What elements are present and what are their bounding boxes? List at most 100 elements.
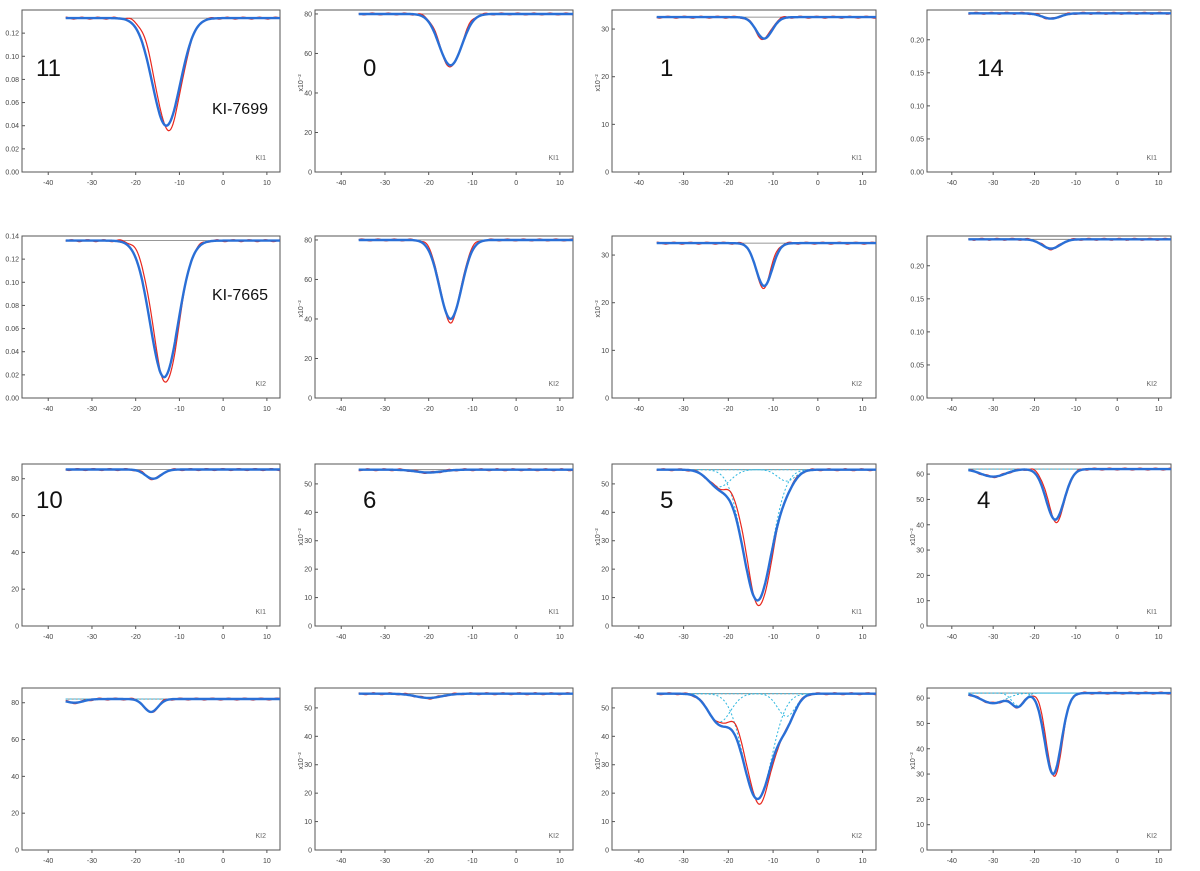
y-tick-label: 40 — [304, 90, 312, 97]
y-tick-label: 10 — [304, 819, 312, 826]
x-tick-label: 0 — [816, 180, 820, 187]
y-scale-label: x10⁻² — [298, 74, 305, 92]
x-tick-label: 10 — [556, 858, 564, 865]
x-tick-label: -20 — [131, 180, 141, 187]
x-tick-label: -10 — [1071, 634, 1081, 641]
model-fit — [968, 467, 1171, 521]
x-tick-label: 10 — [263, 180, 271, 187]
x-tick-label: 0 — [514, 634, 518, 641]
x-tick-label: 10 — [859, 858, 867, 865]
y-tick-label: 0 — [15, 848, 19, 855]
y-tick-label: 20 — [601, 300, 609, 307]
x-tick-label: 10 — [263, 634, 271, 641]
y-scale-label: x10⁻² — [298, 300, 305, 318]
y-tick-label: 40 — [304, 510, 312, 517]
x-tick-label: -40 — [336, 858, 346, 865]
x-tick-label: 10 — [1155, 406, 1163, 413]
y-tick-label: 50 — [304, 705, 312, 712]
y-scale-label: x10⁻² — [595, 752, 602, 770]
side-label: KI2 — [548, 833, 559, 840]
panel-frame — [926, 463, 1172, 627]
model-fit — [65, 16, 280, 127]
x-tick-label: 0 — [221, 634, 225, 641]
model-fit — [656, 241, 876, 288]
model-fit — [656, 468, 876, 602]
x-tick-label: -40 — [634, 858, 644, 865]
y-tick-label: 0.00 — [5, 170, 19, 177]
x-tick-label: 10 — [556, 406, 564, 413]
y-tick-label: 80 — [304, 237, 312, 244]
observed-spectrum — [656, 692, 877, 805]
x-tick-label: -10 — [768, 406, 778, 413]
model-fit — [968, 12, 1171, 20]
y-tick-label: 0 — [920, 848, 924, 855]
x-tick-label: -40 — [947, 634, 957, 641]
model-fit — [65, 468, 280, 480]
x-tick-label: 0 — [816, 858, 820, 865]
x-tick-label: -10 — [174, 858, 184, 865]
x-tick-label: -30 — [988, 180, 998, 187]
y-tick-label: 0.14 — [5, 234, 19, 241]
y-tick-label: 0 — [920, 624, 924, 631]
x-tick-label: -10 — [174, 180, 184, 187]
y-tick-label: 50 — [916, 497, 924, 504]
y-tick-label: 0.02 — [5, 146, 19, 153]
y-tick-label: 60 — [11, 513, 19, 520]
side-label: KI2 — [1146, 833, 1157, 840]
x-tick-label: -30 — [988, 858, 998, 865]
y-tick-label: 10 — [304, 595, 312, 602]
panel-frame — [314, 9, 574, 173]
panel-4: -40 -30 -20 -10 0 10 0.00 0.05 0.10 0.15 0.20 14 KI1 — [910, 9, 1172, 187]
panel-number: 1 — [660, 55, 673, 82]
x-tick-label: -20 — [131, 858, 141, 865]
y-scale-label: x10⁻² — [595, 528, 602, 546]
y-scale-label: x10⁻² — [298, 528, 305, 546]
y-tick-label: 80 — [11, 476, 19, 483]
model-fit — [65, 239, 280, 379]
x-tick-label: -10 — [1071, 406, 1081, 413]
y-tick-label: 0.20 — [910, 37, 924, 44]
y-tick-label: 30 — [304, 762, 312, 769]
y-tick-label: 20 — [304, 356, 312, 363]
y-tick-label: 0 — [308, 848, 312, 855]
y-tick-label: 0 — [15, 624, 19, 631]
panel-number: 10 — [36, 487, 63, 514]
y-tick-label: 0 — [605, 396, 609, 403]
y-tick-label: 50 — [304, 481, 312, 488]
y-tick-label: 20 — [601, 791, 609, 798]
x-tick-label: 10 — [859, 634, 867, 641]
panel-10: -40 -30 -20 -10 0 10 0 10 20 30 40 50 x10⁻² 6 KI1 — [298, 463, 574, 641]
y-tick-label: 0.15 — [910, 296, 924, 303]
x-tick-label: -10 — [467, 406, 477, 413]
x-tick-label: -20 — [131, 634, 141, 641]
y-tick-label: 30 — [601, 253, 609, 260]
y-tick-label: 60 — [304, 277, 312, 284]
y-tick-label: 60 — [916, 696, 924, 703]
panel-frame — [314, 235, 574, 399]
panel-frame — [611, 235, 877, 399]
x-tick-label: -40 — [634, 406, 644, 413]
x-tick-label: -30 — [988, 634, 998, 641]
side-label: KI2 — [548, 381, 559, 388]
x-tick-label: -40 — [947, 858, 957, 865]
y-tick-label: 0 — [605, 624, 609, 631]
y-tick-label: 50 — [601, 481, 609, 488]
panel-frame — [611, 463, 877, 627]
y-tick-label: 20 — [11, 587, 19, 594]
y-tick-label: 30 — [601, 762, 609, 769]
y-tick-label: 40 — [304, 734, 312, 741]
y-tick-label: 0.04 — [5, 349, 19, 356]
panel-16: -40 -30 -20 -10 0 10 0 10 20 30 40 50 60 x10⁻² KI2 — [910, 687, 1172, 865]
x-tick-label: -40 — [947, 406, 957, 413]
x-tick-label: -30 — [87, 180, 97, 187]
side-label: KI2 — [255, 381, 266, 388]
model-fit — [65, 697, 280, 714]
y-tick-label: 10 — [916, 822, 924, 829]
y-tick-label: 10 — [916, 598, 924, 605]
y-tick-label: 0.08 — [5, 77, 19, 84]
y-scale-label: x10⁻² — [910, 752, 917, 770]
x-tick-label: -30 — [988, 406, 998, 413]
model-fit — [358, 468, 573, 474]
model-fit — [358, 238, 573, 321]
side-label: KI2 — [851, 381, 862, 388]
